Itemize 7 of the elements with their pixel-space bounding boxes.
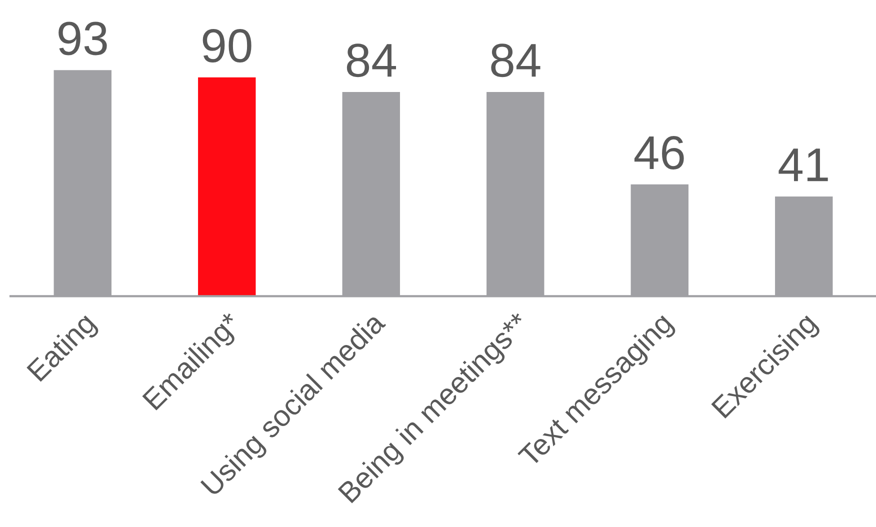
- data-label: 84: [346, 44, 396, 78]
- bar: [198, 77, 256, 296]
- data-label: 84: [491, 44, 540, 78]
- data-label: 90: [202, 29, 252, 62]
- data-label: 46: [634, 136, 684, 170]
- data-label: 41: [778, 148, 828, 182]
- data-label: 93: [58, 22, 107, 56]
